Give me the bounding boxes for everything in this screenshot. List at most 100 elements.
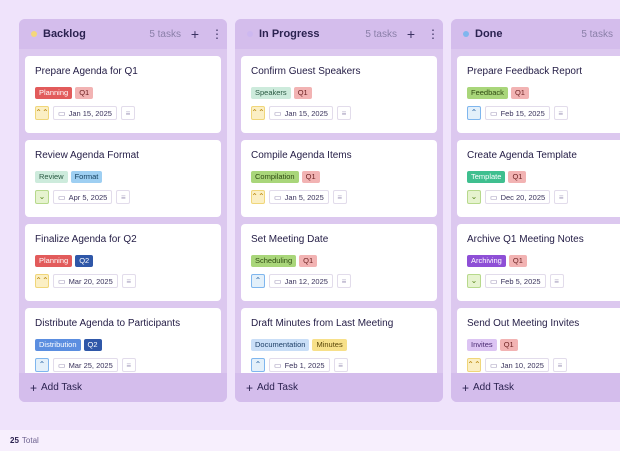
task-card[interactable]: Distribute Agenda to Participants Distrib… [25,308,221,385]
notes-icon[interactable]: ≡ [549,274,564,288]
task-title: Create Agenda Template [467,150,577,161]
task-title: Set Meeting Date [251,234,329,245]
add-task-button[interactable]: + Add Task [451,373,620,402]
double-chevron-up-icon[interactable]: ⌃⌃ [251,106,265,120]
due-date-text: Jan 12, 2025 [284,276,328,286]
due-date[interactable]: ▭ Jan 15, 2025 [53,106,117,120]
card-list: Prepare Feedback Report Feedback Q1 ⌃ ▭ Feb 1… [451,56,620,385]
due-date-text: Feb 1, 2025 [284,360,325,370]
task-tag: Planning [35,87,73,99]
task-tag: Q1 [299,255,318,267]
task-tag: Invites [467,339,497,351]
notes-icon[interactable]: ≡ [554,190,569,204]
task-meta: ⌄ ▭ Feb 5, 2025 ≡ [467,274,620,288]
chevron-up-icon[interactable]: ⌃ [251,358,265,372]
notes-icon[interactable]: ≡ [332,190,347,204]
due-date[interactable]: ▭ Mar 20, 2025 [53,274,118,288]
task-tags: Speakers Q1 [251,87,428,99]
due-date[interactable]: ▭ Feb 5, 2025 [485,274,546,288]
calendar-icon: ▭ [274,276,282,286]
due-date[interactable]: ▭ Jan 5, 2025 [269,190,329,204]
task-card[interactable]: Finalize Agenda for Q2 Planning Q2 ⌃⌃ ▭ Mar 2… [25,224,221,301]
chevron-down-icon[interactable]: ⌄ [467,274,481,288]
task-tags: Distribution Q2 [35,339,212,351]
notes-icon[interactable]: ≡ [553,106,568,120]
plus-icon: + [462,380,470,395]
task-tag: Review [35,171,68,183]
double-chevron-up-icon[interactable]: ⌃⌃ [35,274,49,288]
notes-icon[interactable]: ≡ [116,190,131,204]
task-tag: Q1 [508,255,527,267]
due-date-text: Mar 20, 2025 [68,276,113,286]
task-card[interactable]: Compile Agenda Items Compilation Q1 ⌃⌃ ▭ Jan … [241,140,437,217]
task-card[interactable]: Confirm Guest Speakers Speakers Q1 ⌃⌃ ▭ Jan 1… [241,56,437,133]
task-card[interactable]: Review Agenda Format Review Format ⌄ ▭ Apr 5,… [25,140,221,217]
double-chevron-up-icon[interactable]: ⌃⌃ [35,106,49,120]
due-date[interactable]: ▭ Apr 5, 2025 [53,190,113,204]
notes-icon[interactable]: ≡ [336,274,351,288]
chevron-down-icon[interactable]: ⌄ [35,190,49,204]
column-task-count: 5 tasks [581,28,613,40]
notes-icon[interactable]: ≡ [121,274,136,288]
task-card[interactable]: Prepare Feedback Report Feedback Q1 ⌃ ▭ Feb 1… [457,56,620,133]
task-card[interactable]: Set Meeting Date Scheduling Q1 ⌃ ▭ Jan 12, 20… [241,224,437,301]
task-card[interactable]: Prepare Agenda for Q1 Planning Q1 ⌃⌃ ▭ Jan 15… [25,56,221,133]
chevron-up-icon[interactable]: ⌃ [251,274,265,288]
add-task-label: Add Task [473,382,514,393]
notes-icon[interactable]: ≡ [336,106,351,120]
task-meta: ⌃⌃ ▭ Mar 20, 2025 ≡ [35,274,212,288]
more-options-icon[interactable]: ⋮ [211,27,223,41]
due-date[interactable]: ▭ Feb 1, 2025 [269,358,330,372]
chevron-up-icon[interactable]: ⌃ [35,358,49,372]
due-date[interactable]: ▭ Jan 10, 2025 [485,358,549,372]
add-icon[interactable]: + [190,26,200,42]
task-tag: Distribution [35,339,81,351]
task-tags: Scheduling Q1 [251,255,428,267]
column-header: In Progress 5 tasks + ⋮ [235,19,443,49]
task-title: Confirm Guest Speakers [251,66,361,77]
chevron-up-icon[interactable]: ⌃ [467,106,481,120]
notes-icon[interactable]: ≡ [333,358,348,372]
task-tag: Q1 [293,87,312,99]
task-tag: Q1 [508,171,527,183]
add-task-button[interactable]: + Add Task [235,373,443,402]
notes-icon[interactable]: ≡ [121,358,136,372]
task-tag: Feedback [467,87,508,99]
task-card[interactable]: Create Agenda Template Template Q1 ⌄ ▭ Dec 20… [457,140,620,217]
task-title: Send Out Meeting Invites [467,318,580,329]
due-date[interactable]: ▭ Dec 20, 2025 [485,190,551,204]
task-card[interactable]: Send Out Meeting Invites Invites Q1 ⌃⌃ ▭ Jan … [457,308,620,385]
column-title: In Progress [259,28,320,40]
add-task-button[interactable]: + Add Task [19,373,227,402]
task-card[interactable]: Archive Q1 Meeting Notes Archiving Q1 ⌄ ▭ Feb… [457,224,620,301]
due-date-text: Apr 5, 2025 [68,192,108,202]
due-date[interactable]: ▭ Feb 15, 2025 [485,106,550,120]
board-footer: 25 Total [0,430,620,451]
due-date-text: Dec 20, 2025 [500,192,546,202]
plus-icon: + [30,380,38,395]
calendar-icon: ▭ [58,360,66,370]
double-chevron-up-icon[interactable]: ⌃⌃ [467,358,481,372]
task-meta: ⌄ ▭ Apr 5, 2025 ≡ [35,190,212,204]
more-options-icon[interactable]: ⋮ [427,27,439,41]
notes-icon[interactable]: ≡ [552,358,567,372]
due-date[interactable]: ▭ Jan 15, 2025 [269,106,333,120]
task-title: Finalize Agenda for Q2 [35,234,137,245]
task-card[interactable]: Draft Minutes from Last Meeting Documenta… [241,308,437,385]
double-chevron-up-icon[interactable]: ⌃⌃ [251,190,265,204]
column-in-progress: In Progress 5 tasks + ⋮ Confirm Guest Speake… [235,19,443,402]
kanban-board: Backlog 5 tasks + ⋮ Prepare Agenda for Q1 Pla… [19,19,620,402]
calendar-icon: ▭ [490,192,498,202]
notes-icon[interactable]: ≡ [120,106,135,120]
column-title: Backlog [43,28,86,40]
due-date[interactable]: ▭ Jan 12, 2025 [269,274,333,288]
task-title: Prepare Feedback Report [467,66,583,77]
task-tags: Compilation Q1 [251,171,428,183]
task-title: Archive Q1 Meeting Notes [467,234,584,245]
chevron-down-icon[interactable]: ⌄ [467,190,481,204]
task-tag: Minutes [312,339,347,351]
due-date[interactable]: ▭ Mar 25, 2025 [53,358,118,372]
card-list: Prepare Agenda for Q1 Planning Q1 ⌃⌃ ▭ Jan 15… [19,56,227,385]
add-icon[interactable]: + [406,26,416,42]
